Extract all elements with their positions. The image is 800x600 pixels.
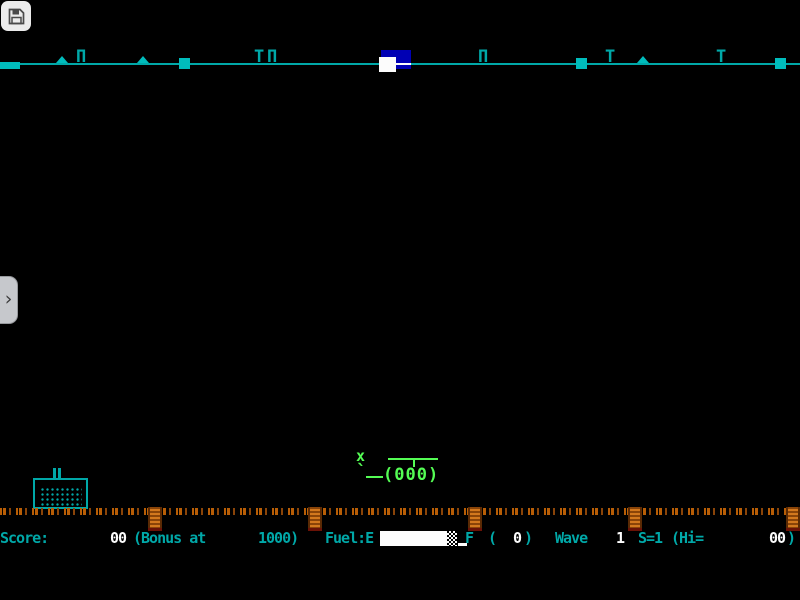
fuel-gauge-cursor xyxy=(458,543,467,546)
radar-triangle-icon xyxy=(56,56,68,63)
status-bonus-label: (Bonus at xyxy=(133,529,206,547)
side-panel-toggle[interactable]: › xyxy=(0,276,18,324)
heli-body: (000) xyxy=(383,465,440,485)
ground-post xyxy=(468,507,482,531)
radar-player-dot xyxy=(379,57,396,72)
heli-tail: ` xyxy=(356,461,367,482)
status-fuel-label: Fuel:E xyxy=(325,529,374,547)
fuel-gauge-bar xyxy=(380,531,447,546)
depot-chimney-right xyxy=(58,468,61,479)
radar-ledge-icon xyxy=(0,62,20,69)
radar-triangle-icon xyxy=(637,56,649,63)
status-bonus-value: 1000) xyxy=(258,529,299,547)
status-hiscore-close: ) xyxy=(787,529,796,547)
depot-chimney-left xyxy=(53,468,56,479)
status-fuel-qty-close: ) xyxy=(524,529,533,547)
radar-pi-icon: Π xyxy=(478,47,489,67)
radar-tee-icon: T xyxy=(716,47,727,67)
radar-pi-icon: Π xyxy=(267,47,278,67)
radar-square-icon xyxy=(775,58,786,69)
fuel-depot-hatch xyxy=(40,487,82,507)
status-fuel-qty-value: 0 xyxy=(513,529,522,547)
radar-marker-line xyxy=(396,63,411,65)
ground-post xyxy=(786,507,800,531)
heli-tail-boom xyxy=(366,476,383,478)
ground-post xyxy=(628,507,642,531)
ground-strip xyxy=(0,508,800,515)
heli-rotor-mast xyxy=(413,458,415,467)
status-wave-value: 1 xyxy=(616,529,625,547)
status-ships-value: S=1 xyxy=(638,529,663,547)
ground-post xyxy=(308,507,322,531)
status-fuel-qty-open: ( xyxy=(488,529,497,547)
status-hiscore-open: (Hi= xyxy=(671,529,704,547)
status-score-value: 00 xyxy=(110,529,127,547)
heli-rotor-hub: x xyxy=(356,447,366,465)
status-hiscore-value: 00 xyxy=(769,529,786,547)
radar-pi-icon: Π xyxy=(76,47,87,67)
status-score-label: Score: xyxy=(0,529,49,547)
status-wave-label: Wave xyxy=(555,529,588,547)
status-fuel-full-label: F xyxy=(465,529,474,547)
fuel-gauge-bar-end xyxy=(447,531,457,546)
radar-tee-icon: T xyxy=(605,47,616,67)
radar-triangle-icon xyxy=(137,56,149,63)
chevron-right-icon: › xyxy=(4,287,13,310)
radar-square-icon xyxy=(576,58,587,69)
save-button[interactable] xyxy=(1,1,31,31)
radar-tee-icon: T xyxy=(254,47,265,67)
floppy-disk-icon xyxy=(8,8,24,24)
ground-post xyxy=(148,507,162,531)
radar-square-icon xyxy=(179,58,190,69)
status-bar: Score: 00 (Bonus at 1000) Fuel:E F (0) Wave 1 S=1… xyxy=(0,530,800,548)
